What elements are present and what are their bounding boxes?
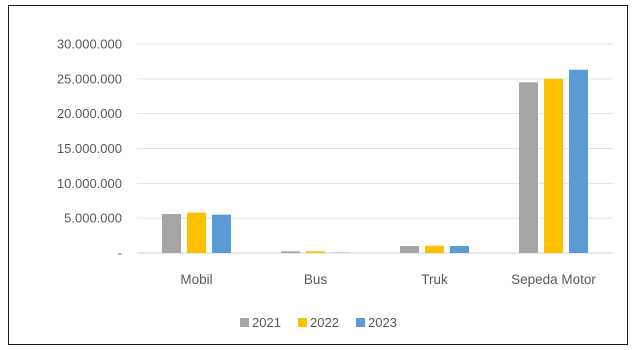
bar-2023-sepeda-motor [569,69,588,253]
bar-2021-truk [400,246,419,253]
y-tick-label: 15.000.000 [57,141,122,156]
bar-chart: - 5.000.000 10.000.000 15.000.000 20.000.000… [57,37,613,330]
y-tick-label: 30.000.000 [57,37,122,52]
x-category-label: Sepeda Motor [511,272,596,287]
y-tick-label: 20.000.000 [57,106,122,121]
chart-frame: - 5.000.000 10.000.000 15.000.000 20.000.000… [8,5,628,345]
x-category-label: Mobil [180,272,212,287]
bar-2022-mobil [187,212,206,253]
bar-2023-truk [450,246,469,253]
y-tick-label: 5.000.000 [64,211,122,226]
y-tick-label: 10.000.000 [57,176,122,191]
bar-2022-truk [425,245,444,253]
legend-swatch-2021 [240,318,249,327]
y-tick-label: - [118,246,122,261]
bar-2022-sepeda-motor [544,78,563,253]
x-category-label: Bus [304,272,328,287]
x-category-label: Truk [421,272,448,287]
bar-2021-sepeda-motor [519,82,538,253]
legend-label-2022: 2022 [310,315,339,330]
grid-lines [137,43,613,254]
bar-2022-bus [306,251,325,253]
legend: 2021 2022 2023 [240,315,397,330]
x-axis-labels: Mobil Bus Truk Sepeda Motor [180,272,596,287]
bar-2021-mobil [162,213,181,253]
legend-label-2023: 2023 [368,315,397,330]
bar-2021-bus [281,251,300,253]
y-tick-label: 25.000.000 [57,71,122,86]
legend-swatch-2023 [356,318,365,327]
bar-2023-mobil [212,214,231,253]
bars [162,69,588,253]
legend-swatch-2022 [298,318,307,327]
legend-label-2021: 2021 [252,315,281,330]
y-axis-ticks: - 5.000.000 10.000.000 15.000.000 20.000.000… [57,37,122,261]
